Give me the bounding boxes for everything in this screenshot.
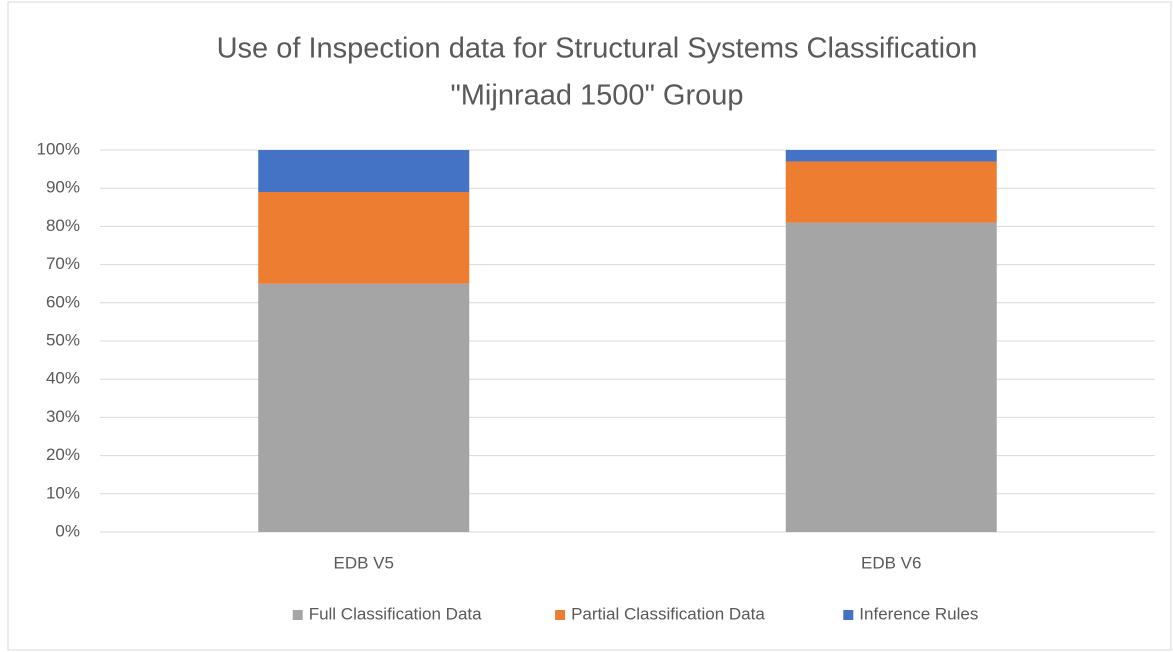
x-tick-label: EDB V5: [334, 553, 394, 572]
y-tick-label: 60%: [46, 292, 80, 311]
bar-segment: [785, 222, 997, 532]
x-tick-label: EDB V6: [861, 553, 921, 572]
y-tick-label: 0%: [55, 521, 80, 540]
legend-label: Full Classification Data: [309, 604, 482, 623]
y-tick-label: 50%: [46, 330, 80, 349]
y-tick-label: 40%: [46, 369, 80, 388]
legend-swatch: [555, 610, 566, 620]
legend-swatch: [843, 610, 854, 620]
y-tick-label: 10%: [46, 483, 80, 502]
y-tick-label: 70%: [46, 254, 80, 273]
y-tick-label: 90%: [46, 178, 80, 197]
legend-swatch: [292, 610, 303, 620]
bar-segment: [258, 283, 470, 532]
legend-label: Inference Rules: [859, 604, 978, 623]
bar-segment: [258, 150, 470, 193]
y-tick-label: 30%: [46, 407, 80, 426]
chart-title: Use of Inspection data for Structural Sy…: [217, 33, 978, 65]
bar-segment: [785, 150, 997, 162]
chart-subtitle: "Mijnraad 1500" Group: [450, 80, 743, 112]
bar-segment: [258, 192, 470, 284]
bar-segment: [785, 161, 997, 223]
legend-label: Partial Classification Data: [571, 604, 765, 623]
y-tick-label: 80%: [46, 216, 80, 235]
y-tick-label: 100%: [37, 139, 80, 158]
y-tick-label: 20%: [46, 445, 80, 464]
